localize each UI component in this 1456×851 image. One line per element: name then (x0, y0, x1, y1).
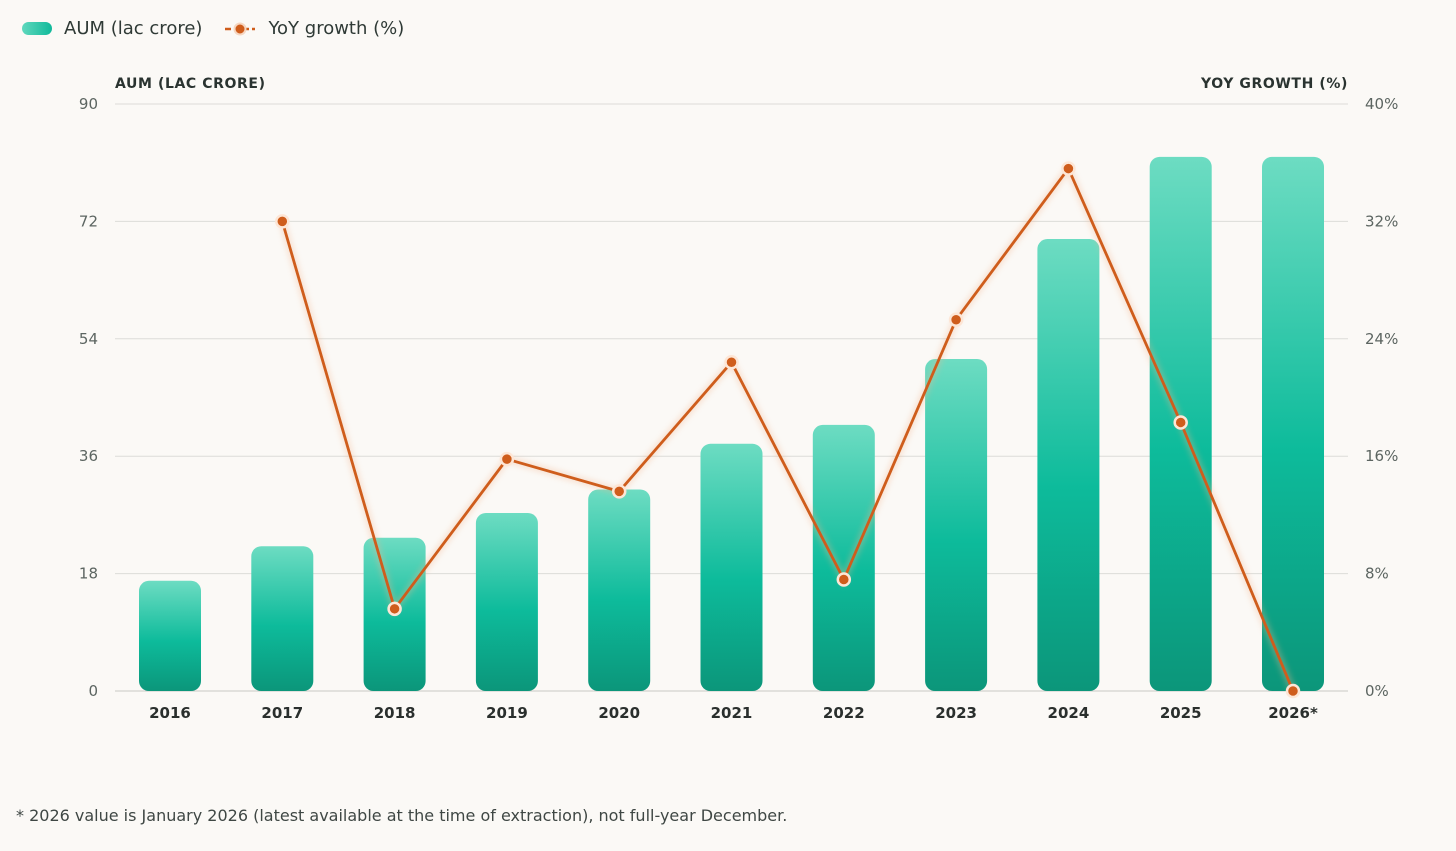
right-tick-label: 16% (1365, 447, 1398, 465)
right-tick-label: 0% (1365, 682, 1389, 700)
yoy-point[interactable] (499, 451, 515, 467)
right-tick-label: 32% (1365, 212, 1398, 230)
x-tick-label: 2022 (823, 704, 865, 722)
x-tick-label: 2017 (261, 704, 303, 722)
yoy-point[interactable] (836, 572, 852, 587)
x-tick-label: 2016 (149, 704, 191, 722)
left-tick-label: 72 (79, 212, 98, 230)
right-tick-label: 8% (1365, 565, 1389, 583)
left-tick-label: 54 (79, 330, 98, 348)
legend-item-yoy[interactable]: YoY growth (%) (224, 18, 404, 39)
x-tick-label: 2021 (711, 704, 753, 722)
yoy-point[interactable] (948, 312, 964, 327)
x-tick-label: 2019 (486, 704, 528, 722)
aum-bar[interactable] (475, 512, 538, 691)
yoy-point[interactable] (724, 355, 739, 370)
aum-bar[interactable] (251, 546, 314, 691)
yoy-point[interactable] (1173, 415, 1188, 430)
yoy-point[interactable] (275, 214, 290, 229)
aum-bar[interactable] (700, 443, 763, 691)
right-tick-label: 24% (1365, 330, 1398, 348)
combo-chart: AUM (LAC CRORE) YOY GROWTH (%) 0 18 36 54 72… (79, 76, 1398, 722)
aum-bar[interactable] (588, 489, 651, 691)
left-tick-label: 36 (79, 447, 98, 465)
legend: AUM (lac crore) YoY growth (%) (22, 18, 404, 39)
aum-bar[interactable] (1262, 156, 1324, 691)
footnote: * 2026 value is January 2026 (latest ava… (16, 806, 788, 825)
aum-bar[interactable] (925, 359, 988, 691)
right-axis-title: YOY GROWTH (%) (1200, 76, 1348, 92)
aum-bar[interactable] (1037, 239, 1100, 691)
x-tick-label: 2018 (374, 704, 416, 722)
yoy-line (280, 167, 1295, 692)
legend-swatch-aum (22, 22, 52, 35)
left-tick-label: 90 (79, 95, 98, 113)
left-tick-label: 0 (88, 682, 98, 700)
x-tick-label: 2025 (1160, 704, 1202, 722)
aum-bar[interactable] (139, 580, 201, 691)
legend-item-aum[interactable]: AUM (lac crore) (22, 18, 202, 39)
yoy-point[interactable] (387, 601, 402, 617)
left-axis-title: AUM (LAC CRORE) (115, 76, 266, 92)
yoy-line-glow (278, 161, 1297, 693)
x-tick-label: 2026* (1268, 704, 1318, 722)
yoy-point[interactable] (1285, 683, 1301, 699)
x-tick-label: 2023 (935, 704, 977, 722)
aum-bar[interactable] (812, 424, 875, 691)
x-tick-label: 2020 (598, 704, 640, 722)
left-tick-label: 18 (79, 565, 98, 583)
legend-swatch-yoy (225, 22, 256, 35)
legend-label-aum: AUM (lac crore) (64, 18, 203, 39)
yoy-point[interactable] (1061, 161, 1076, 176)
x-tick-label: 2024 (1048, 704, 1090, 722)
yoy-point[interactable] (611, 484, 627, 499)
right-tick-label: 40% (1365, 95, 1398, 113)
legend-label-yoy: YoY growth (%) (268, 18, 405, 39)
